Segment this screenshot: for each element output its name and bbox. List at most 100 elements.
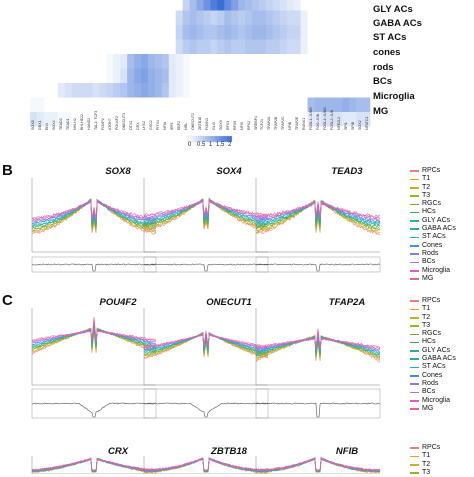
heatmap-cell [307, 97, 315, 112]
legend-swatch [410, 253, 419, 255]
heatmap-cell [224, 54, 232, 69]
heatmap-cell [78, 112, 86, 127]
heatmap-cell [196, 0, 204, 11]
heatmap-cell [293, 68, 301, 83]
heatmap-cell [50, 0, 59, 11]
heatmap-cell [57, 97, 65, 112]
heatmap-cell [85, 25, 93, 40]
heatmap-cell [335, 83, 343, 98]
difference-plot [255, 388, 381, 419]
legend-label: T1 [422, 175, 431, 183]
heatmap-cell [120, 0, 128, 11]
heatmap-cell [356, 10, 364, 25]
heatmap-cell [300, 97, 308, 112]
heatmap-column-label: FOSL1::JUNB [309, 107, 314, 130]
heatmap-cell [349, 10, 357, 25]
heatmap-cell [141, 39, 149, 54]
heatmap-column-label: CRX [135, 122, 140, 130]
heatmap-cell [30, 97, 38, 112]
colorbar-tick: 0.5 [197, 142, 206, 148]
heatmap-cell [92, 25, 100, 40]
heatmap-cell [335, 112, 343, 127]
legend-entry: Rods [410, 380, 456, 388]
legend-entry: T3 [410, 469, 440, 477]
heatmap-cell [349, 83, 357, 98]
heatmap-cell [99, 83, 107, 98]
heatmap-cell [203, 68, 211, 83]
heatmap-cell [210, 0, 218, 11]
heatmap-cell [342, 112, 350, 127]
heatmap-cell [161, 10, 170, 25]
heatmap-cell [210, 112, 218, 127]
legend-swatch [410, 236, 419, 239]
heatmap-cell [147, 68, 156, 83]
footprint-plot [255, 456, 381, 474]
heatmap-cell [203, 112, 211, 127]
heatmap-cell [300, 25, 308, 40]
legend-swatch [410, 316, 419, 319]
legend-label: Cones [422, 371, 443, 379]
heatmap-cell [342, 68, 350, 83]
legend-entry: T1 [410, 452, 440, 460]
heatmap-cell [64, 112, 72, 127]
heatmap-cell [328, 0, 336, 11]
heatmap-cell [127, 97, 135, 112]
legend-swatch [410, 447, 419, 449]
difference-line [256, 263, 381, 272]
heatmap-cell [92, 39, 100, 54]
heatmap-cell [50, 25, 59, 40]
legend-label: HCs [422, 338, 436, 346]
heatmap-cell [36, 54, 45, 69]
heatmap-column-label: RUNX1 [302, 117, 307, 130]
heatmap-column-label: PITX1 [156, 120, 161, 130]
heatmap-column-label: EBF2 [177, 121, 182, 130]
heatmap-cell [356, 25, 364, 40]
heatmap-cell [106, 39, 114, 54]
heatmap-cell [85, 68, 93, 83]
heatmap-cell [307, 25, 315, 40]
heatmap-cell [238, 25, 246, 40]
heatmap-cell [265, 68, 274, 83]
heatmap-column-label: NRL [184, 122, 189, 130]
heatmap-cell [265, 83, 274, 98]
heatmap-cell [210, 68, 218, 83]
heatmap-column-label: TEAD3 [59, 118, 64, 130]
heatmap-cell [279, 39, 288, 54]
legend-entry: T2 [410, 314, 456, 322]
heatmap-cell [265, 112, 274, 127]
heatmap-cell [238, 97, 246, 112]
difference-plot [31, 256, 157, 273]
heatmap-cell [92, 68, 100, 83]
heatmap-cell [321, 68, 329, 83]
heatmap-cell [106, 68, 114, 83]
heatmap-cell [99, 54, 107, 69]
difference-plot [255, 256, 381, 273]
heatmap-cell [85, 39, 93, 54]
heatmap-cell [78, 39, 86, 54]
legend-entry: T3 [410, 192, 456, 200]
legend-label: T3 [422, 321, 431, 329]
heatmap-cell [57, 54, 65, 69]
heatmap-cell [141, 10, 149, 25]
heatmap-cell [258, 54, 267, 69]
heatmap-cell [224, 10, 232, 25]
difference-line [143, 402, 269, 418]
heatmap-cell [57, 25, 65, 40]
legend-swatch [410, 366, 419, 369]
heatmap-cell [272, 112, 281, 127]
heatmap-cell [50, 112, 59, 127]
heatmap-cell [99, 10, 107, 25]
heatmap-cell [168, 112, 177, 127]
heatmap-cell [182, 68, 190, 83]
heatmap-cell [300, 112, 308, 127]
heatmap-cell [57, 83, 65, 98]
heatmap-cell [258, 68, 267, 83]
legend-swatch [410, 220, 419, 222]
heatmap-cell [36, 68, 45, 83]
heatmap-cell [99, 97, 107, 112]
heatmap-column-label: SOX2 [357, 120, 362, 130]
heatmap-column-label: RFX2 [246, 120, 251, 130]
legend-entry: GLY ACs [410, 217, 456, 225]
heatmap-cell [286, 68, 294, 83]
heatmap-cell [293, 39, 301, 54]
